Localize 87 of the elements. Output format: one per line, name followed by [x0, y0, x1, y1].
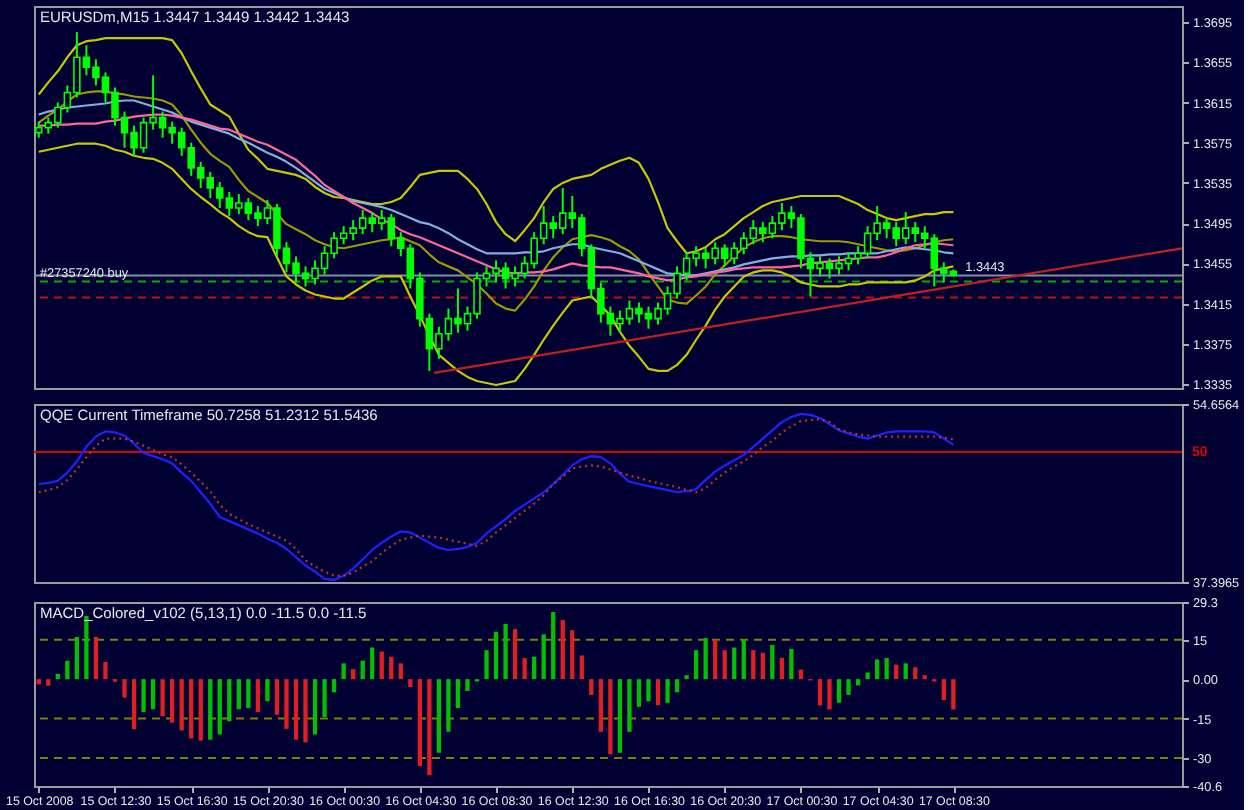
bar	[503, 623, 508, 680]
bar	[751, 650, 756, 680]
bar	[570, 630, 575, 680]
bar	[122, 679, 127, 698]
bar	[484, 650, 489, 680]
bar	[913, 667, 918, 680]
bar	[903, 663, 908, 680]
bar	[665, 679, 670, 703]
bar	[160, 679, 165, 716]
bar	[246, 679, 251, 709]
bar	[427, 679, 432, 776]
bar	[217, 679, 222, 735]
bar	[493, 631, 499, 680]
bar	[532, 656, 537, 680]
bar	[941, 679, 946, 701]
bar	[865, 672, 870, 680]
bar	[779, 657, 785, 680]
bar	[189, 679, 194, 739]
bar	[551, 612, 556, 680]
bar	[789, 648, 794, 680]
bar	[655, 679, 661, 706]
bar	[341, 663, 346, 680]
bar	[408, 679, 413, 688]
bar	[370, 647, 375, 680]
bar	[274, 679, 280, 715]
bar	[817, 679, 823, 706]
bar	[760, 652, 765, 680]
bar	[627, 679, 632, 732]
bar	[293, 679, 299, 740]
bar	[379, 651, 384, 680]
bar	[208, 679, 213, 740]
bar	[560, 619, 565, 680]
bar	[722, 650, 727, 680]
bar	[617, 679, 623, 753]
bar	[351, 669, 356, 680]
bar	[951, 679, 956, 710]
bar	[827, 679, 832, 710]
bar	[608, 679, 613, 755]
bar	[198, 679, 203, 741]
bar	[732, 647, 737, 680]
bar	[265, 679, 270, 702]
bar	[65, 660, 70, 680]
bar	[417, 679, 422, 766]
bar	[46, 679, 51, 686]
bar	[636, 679, 642, 707]
bar	[331, 679, 337, 693]
bar	[541, 634, 546, 680]
bar	[874, 659, 880, 680]
bar	[674, 679, 680, 693]
bar	[103, 662, 108, 680]
bar	[836, 679, 842, 703]
bar	[131, 679, 137, 730]
bar	[522, 658, 527, 680]
bar	[770, 644, 775, 680]
bar	[741, 639, 746, 680]
bar	[236, 679, 241, 710]
bar	[465, 679, 470, 691]
bar	[322, 679, 327, 718]
bar	[141, 679, 146, 713]
bar	[846, 679, 851, 695]
bar	[703, 638, 708, 680]
bar	[284, 679, 289, 729]
bar	[589, 679, 594, 695]
bar	[894, 664, 899, 680]
bar	[360, 660, 365, 680]
line-series	[37, 142, 955, 387]
bar	[179, 679, 184, 731]
bar	[227, 679, 232, 722]
bar	[646, 679, 651, 702]
bar	[74, 637, 80, 680]
bar	[389, 656, 394, 680]
bar	[93, 637, 99, 680]
bar	[446, 679, 451, 732]
bar	[398, 663, 403, 680]
bar	[303, 679, 308, 743]
bar	[312, 679, 318, 735]
bar	[884, 658, 889, 680]
bar	[170, 679, 175, 723]
bar	[579, 655, 584, 680]
bar	[255, 679, 261, 713]
bar	[713, 639, 718, 680]
bar	[512, 629, 518, 680]
bar	[436, 679, 442, 753]
bar	[693, 650, 699, 680]
bar	[598, 679, 603, 732]
bar	[150, 679, 156, 710]
bar	[455, 679, 461, 709]
